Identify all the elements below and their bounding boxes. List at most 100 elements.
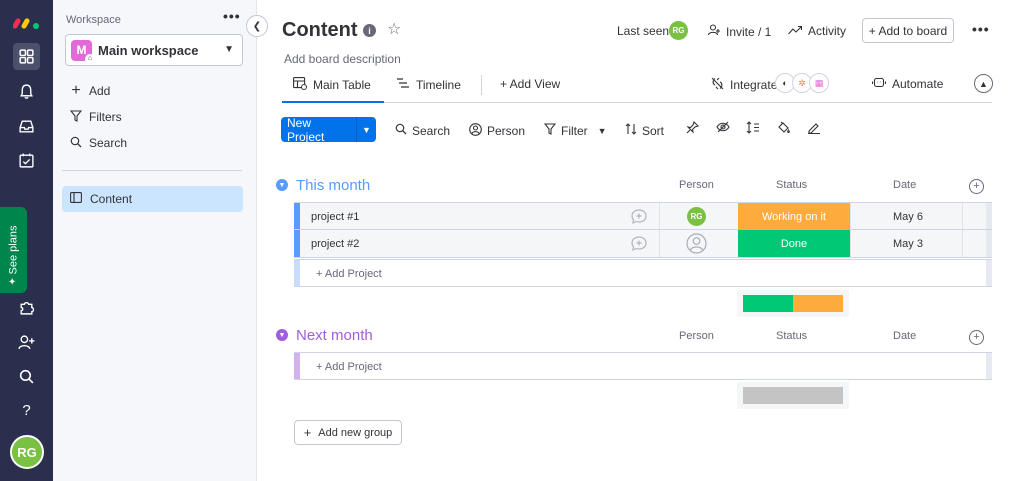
integration-icons[interactable]: ◐ ✲ ▦	[775, 73, 829, 93]
group-collapse-icon[interactable]: ▼	[276, 329, 288, 341]
column-header-date[interactable]: Date	[893, 330, 917, 342]
integrate-button[interactable]: Integrate	[711, 77, 777, 93]
inbox-icon[interactable]	[13, 113, 40, 140]
workspace-selector[interactable]: M ⌂ Main workspace ▼	[65, 34, 243, 66]
board-description[interactable]: Add board description	[284, 52, 401, 66]
left-rail: See plans ✦ ? RG	[0, 0, 53, 481]
sidebar-search-label: Search	[89, 136, 128, 150]
column-header-date[interactable]: Date	[893, 179, 917, 191]
sidebar-add-label: Add	[89, 84, 111, 98]
cell-divider	[659, 203, 660, 229]
sidebar-item-label: Content	[90, 192, 133, 206]
chevron-left-icon: ❮	[252, 20, 262, 32]
row-height-icon[interactable]	[746, 121, 760, 137]
sidebar-search-button[interactable]: Search	[69, 133, 127, 153]
add-item-row[interactable]: + Add Project	[294, 259, 992, 287]
add-update-icon[interactable]	[631, 236, 647, 254]
item-name[interactable]: project #2	[311, 238, 360, 250]
item-name[interactable]: project #1	[311, 211, 360, 223]
paint-bucket-icon[interactable]	[777, 121, 791, 137]
hide-icon[interactable]	[716, 121, 730, 136]
status-summary[interactable]	[737, 290, 849, 317]
search-icon[interactable]	[13, 363, 40, 390]
add-item-input[interactable]: + Add Project	[316, 361, 382, 373]
cell-divider	[850, 230, 851, 257]
add-new-group-button[interactable]: + Add new group	[294, 420, 402, 445]
activity-icon	[788, 24, 803, 38]
automate-button[interactable]: Automate	[871, 77, 943, 91]
apps-icon[interactable]	[13, 43, 40, 70]
table-row[interactable]: project #2 Done May 3	[294, 230, 992, 258]
chevron-down-icon[interactable]: ▼	[597, 125, 607, 136]
tab-add-view-label: + Add View	[500, 77, 561, 91]
see-plans-button[interactable]: See plans ✦	[0, 207, 27, 293]
group-title[interactable]: This month	[296, 177, 371, 194]
workspace-initial: M	[76, 43, 87, 57]
sidebar-add-button[interactable]: + Add	[69, 81, 110, 101]
add-column-icon[interactable]: +	[969, 179, 984, 194]
star-icon[interactable]: ☆	[387, 21, 402, 38]
add-to-board-button[interactable]: + Add to board	[862, 18, 954, 43]
tab-timeline-label: Timeline	[416, 77, 461, 92]
column-header-person[interactable]: Person	[679, 330, 714, 342]
sort-button[interactable]: Sort	[625, 123, 664, 138]
date-cell[interactable]: May 3	[893, 238, 923, 250]
bell-icon[interactable]	[13, 78, 40, 105]
new-item-label[interactable]: New Project	[281, 117, 357, 142]
workspace-more-icon[interactable]: •••	[223, 8, 241, 24]
chevron-down-icon[interactable]: ▼	[357, 117, 376, 142]
column-header-status[interactable]: Status	[776, 330, 808, 342]
pin-icon[interactable]	[686, 120, 700, 137]
page-title[interactable]: Content	[282, 19, 358, 41]
table-row[interactable]: project #1 RG Working on it May 6	[294, 202, 992, 230]
puzzle-icon[interactable]	[13, 294, 40, 321]
formula-pencil-icon[interactable]	[807, 121, 821, 137]
new-item-button[interactable]: New Project ▼	[281, 117, 376, 142]
add-item-input[interactable]: + Add Project	[316, 268, 382, 280]
search-button[interactable]: Search	[395, 123, 450, 138]
workspace-sidebar: Workspace ••• M ⌂ Main workspace ▼ + Add…	[53, 0, 257, 481]
column-header-status[interactable]: Status	[776, 179, 808, 191]
user-avatar[interactable]: RG	[10, 435, 44, 469]
add-update-icon[interactable]	[631, 209, 647, 227]
search-icon	[69, 136, 83, 151]
group-color-bar	[294, 353, 300, 379]
filter-button[interactable]: Filter ▼	[543, 123, 607, 138]
group-title[interactable]: Next month	[296, 327, 373, 344]
calendar-icon[interactable]	[13, 147, 40, 174]
person-avatar[interactable]: RG	[687, 207, 706, 226]
cell-divider	[850, 203, 851, 229]
sort-label: Sort	[642, 123, 665, 138]
table-icon	[293, 77, 307, 93]
board-more-icon[interactable]: •••	[972, 21, 990, 37]
status-summary[interactable]	[737, 382, 849, 409]
help-icon[interactable]: ?	[13, 397, 40, 424]
invite-icon[interactable]	[13, 329, 40, 356]
date-cell[interactable]: May 6	[893, 211, 923, 223]
monday-logo-icon[interactable]	[13, 14, 41, 30]
group-collapse-icon[interactable]: ▼	[276, 179, 288, 191]
sidebar-filters-button[interactable]: Filters	[69, 107, 122, 127]
status-summary-segment	[743, 295, 793, 312]
tab-timeline[interactable]: Timeline	[396, 77, 461, 92]
cell-divider	[659, 230, 660, 257]
empty-person-icon[interactable]	[686, 233, 707, 257]
last-seen-avatar[interactable]: RG	[669, 21, 688, 40]
collapse-sidebar-button[interactable]: ❮	[246, 15, 268, 37]
status-cell[interactable]: Working on it	[738, 203, 850, 230]
invite-button[interactable]: Invite / 1	[707, 24, 771, 39]
status-summary-bar	[743, 295, 843, 312]
person-filter-button[interactable]: Person	[469, 123, 525, 139]
sidebar-item-content[interactable]: Content	[62, 186, 243, 212]
status-cell[interactable]: Done	[738, 230, 850, 257]
column-header-person[interactable]: Person	[679, 179, 714, 191]
info-icon[interactable]: i	[363, 24, 376, 37]
add-column-icon[interactable]: +	[969, 330, 984, 345]
collapse-header-button[interactable]: ▲	[974, 74, 993, 93]
integrate-label: Integrate	[730, 78, 778, 92]
tab-add-view[interactable]: + Add View	[500, 77, 560, 91]
activity-button[interactable]: Activity	[788, 24, 846, 38]
search-label: Search	[412, 123, 451, 138]
tab-main-table[interactable]: Main Table	[293, 77, 371, 93]
add-item-row[interactable]: + Add Project	[294, 352, 992, 380]
